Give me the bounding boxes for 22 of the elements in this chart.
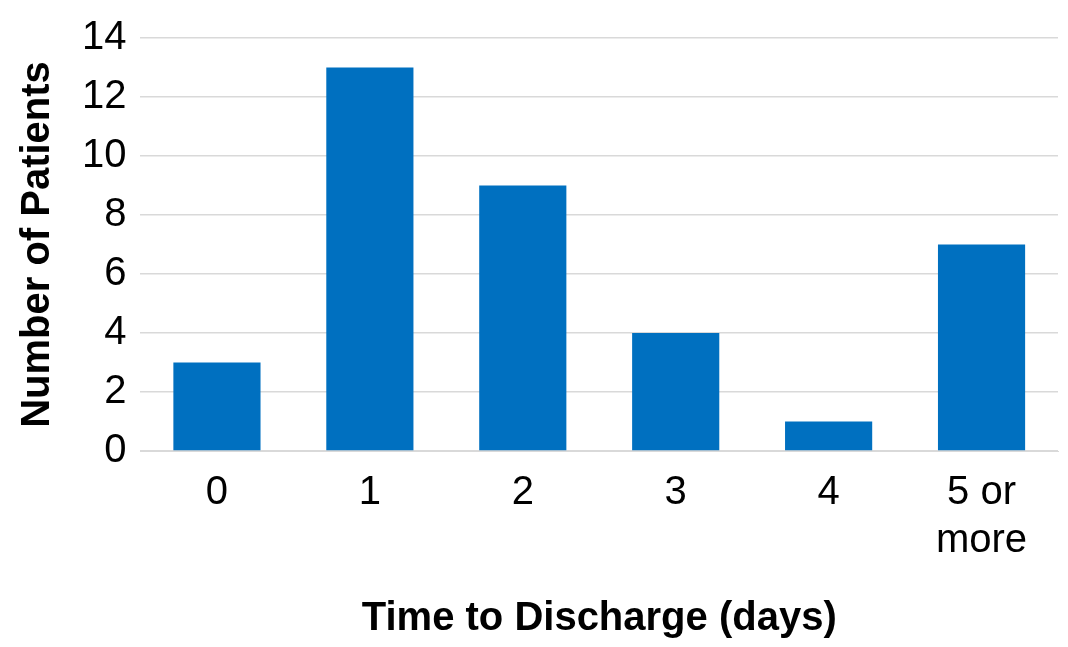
- bar: [785, 421, 873, 451]
- y-tick-label: 10: [81, 131, 127, 176]
- bar: [326, 67, 414, 451]
- y-tick-label: 8: [104, 190, 127, 235]
- x-tick-label: 3: [664, 468, 687, 513]
- x-tick-label: 5 or more: [935, 468, 1028, 561]
- x-tick-label: 4: [817, 468, 840, 513]
- x-axis-title: Time to Discharge (days): [361, 594, 837, 639]
- bar: [479, 185, 567, 451]
- y-tick-label: 14: [81, 13, 127, 58]
- x-tick-label: 1: [358, 468, 381, 513]
- y-tick-label: 12: [81, 72, 127, 117]
- x-tick-label: 0: [205, 468, 229, 513]
- x-tick-label: 2: [511, 468, 534, 513]
- y-tick-label: 2: [104, 367, 127, 412]
- y-tick-label: 4: [104, 308, 127, 353]
- bar: [173, 362, 261, 451]
- bar: [937, 244, 1026, 451]
- y-tick-label: 6: [104, 249, 127, 294]
- y-tick-label: 0: [104, 426, 127, 471]
- y-axis-title: Number of Patients: [13, 61, 58, 428]
- bar: [632, 333, 720, 451]
